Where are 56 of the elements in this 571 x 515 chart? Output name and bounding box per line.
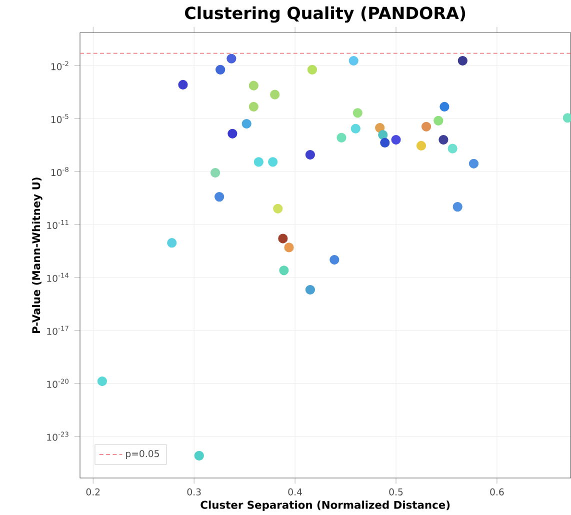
y-tick-label: 10$^{-17}$: [47, 326, 68, 335]
point: [97, 376, 108, 386]
point: [440, 102, 450, 112]
point: [307, 64, 318, 75]
point: [336, 132, 346, 142]
point: [214, 192, 224, 202]
point: [350, 124, 360, 134]
point: [284, 242, 294, 252]
point: [468, 158, 479, 168]
point: [438, 134, 448, 145]
point: [416, 140, 426, 151]
point: [458, 56, 468, 66]
point: [248, 80, 258, 90]
x-tick-label: 0.5: [389, 488, 403, 496]
point: [167, 238, 177, 248]
x-tick-label: 0.6: [490, 488, 504, 496]
y-tick-label: 10$^{-2}$: [51, 61, 68, 70]
point: [421, 122, 432, 132]
point: [273, 204, 283, 214]
y-axis-title: P-Value (Mann-Whitney U): [32, 178, 42, 334]
y-tick-label: 10$^{-8}$: [51, 166, 68, 176]
point: [242, 118, 252, 129]
point: [305, 150, 315, 160]
chart-title: Clustering Quality (PANDORA): [184, 6, 466, 23]
point: [216, 64, 226, 75]
point: [380, 138, 390, 148]
x-tick-label: 0.3: [187, 488, 201, 496]
y-tick-label: 10$^{-11}$: [47, 220, 68, 229]
y-tick-label: 10$^{-20}$: [47, 378, 68, 388]
point: [226, 54, 236, 64]
point: [434, 116, 444, 126]
point: [305, 284, 315, 295]
point: [210, 168, 220, 178]
point: [268, 157, 278, 167]
legend-label: p=0.05: [126, 450, 159, 459]
point: [254, 157, 264, 167]
point: [378, 130, 388, 140]
point: [452, 202, 462, 212]
point: [352, 108, 362, 118]
y-tick-label: 10$^{-23}$: [47, 432, 68, 441]
y-tick-label: 10$^{-14}$: [47, 272, 69, 282]
point: [330, 254, 340, 265]
point: [228, 128, 238, 138]
point: [391, 134, 401, 145]
y-tick-label: 10$^{-5}$: [51, 114, 68, 124]
point: [448, 144, 458, 154]
point: [270, 90, 280, 100]
point: [194, 450, 204, 460]
x-tick-label: 0.4: [288, 488, 302, 496]
point: [278, 234, 288, 244]
point: [178, 80, 188, 90]
point: [279, 266, 289, 276]
x-axis-title: Cluster Separation (Normalized Distance): [200, 500, 450, 511]
point: [248, 102, 258, 112]
x-tick-label: 0.2: [86, 488, 100, 496]
point: [348, 56, 358, 66]
